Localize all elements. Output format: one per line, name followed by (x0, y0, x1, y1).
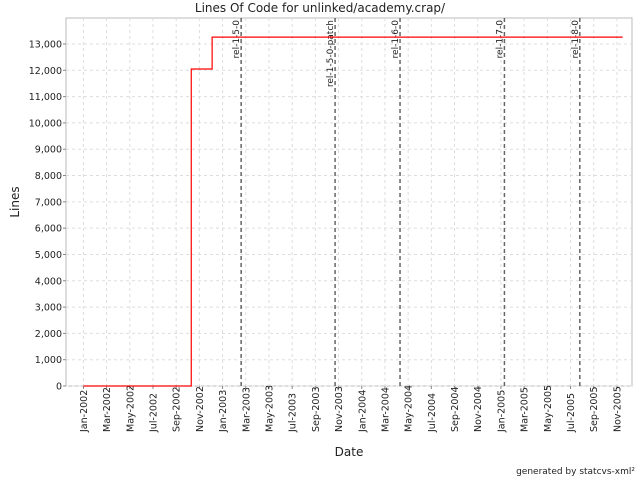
y-tick-label: 12,000 (29, 66, 62, 77)
series-line (83, 36, 623, 387)
x-tick-label: Jul-2004 (427, 393, 438, 433)
x-tick-label: Nov-2003 (334, 386, 345, 432)
x-tick-label: Sep-2005 (589, 386, 600, 432)
x-tick-label: May-2002 (125, 385, 136, 432)
y-tick-label: 8,000 (35, 171, 62, 182)
x-tick-label: Jan-2003 (218, 390, 229, 433)
x-tick-label: Sep-2003 (311, 386, 322, 432)
y-tick-label: 11,000 (29, 92, 62, 103)
x-tick-label: Sep-2004 (450, 386, 461, 432)
y-tick-label: 13,000 (29, 40, 62, 51)
x-tick-label: Mar-2004 (380, 387, 391, 432)
x-tick-label: Jan-2004 (357, 390, 368, 433)
x-tick-label: Jul-2005 (566, 393, 577, 433)
y-tick-label: 0 (56, 382, 62, 393)
x-tick-label: Mar-2002 (102, 387, 113, 432)
release-marker-label: rel-1-6-0 (391, 20, 401, 59)
x-tick-label: Mar-2005 (520, 387, 531, 432)
x-tick-label: Sep-2002 (172, 386, 183, 432)
x-axis-label: Date (335, 445, 364, 459)
x-tick-label: Mar-2003 (241, 387, 252, 432)
release-marker-label: rel-1-7-0 (495, 20, 505, 59)
y-tick-label: 9,000 (35, 145, 62, 156)
y-tick-label: 1,000 (35, 355, 62, 366)
y-tick-label: 4,000 (35, 276, 62, 287)
release-marker-label: rel-1-5-0 (232, 20, 242, 59)
x-tick-label: Nov-2005 (612, 386, 623, 432)
chart-title: Lines Of Code for unlinked/academy.crap/ (195, 1, 446, 15)
x-tick-label: Jan-2005 (496, 390, 507, 433)
y-tick-label: 2,000 (35, 329, 62, 340)
y-tick-label: 6,000 (35, 224, 62, 235)
footer-credit: generated by statcvs-xml² (516, 467, 635, 477)
x-tick-label: Jul-2003 (288, 393, 299, 433)
x-tick-label: Nov-2004 (473, 386, 484, 432)
release-marker-label: rel-1-8-0 (571, 20, 581, 59)
x-tick-label: May-2003 (264, 385, 275, 432)
y-tick-label: 5,000 (35, 250, 62, 261)
x-tick-label: Nov-2002 (195, 386, 206, 432)
y-tick-label: 10,000 (29, 118, 62, 129)
release-marker-label: rel-1-5-0-patch (326, 20, 336, 87)
y-tick-label: 7,000 (35, 197, 62, 208)
x-tick-label: May-2005 (543, 385, 554, 432)
x-tick-label: Jan-2002 (79, 390, 90, 433)
y-tick-label: 3,000 (35, 303, 62, 314)
x-tick-label: Jul-2002 (148, 393, 159, 433)
x-tick-label: May-2004 (404, 385, 415, 432)
y-axis-label: Lines (8, 186, 22, 217)
